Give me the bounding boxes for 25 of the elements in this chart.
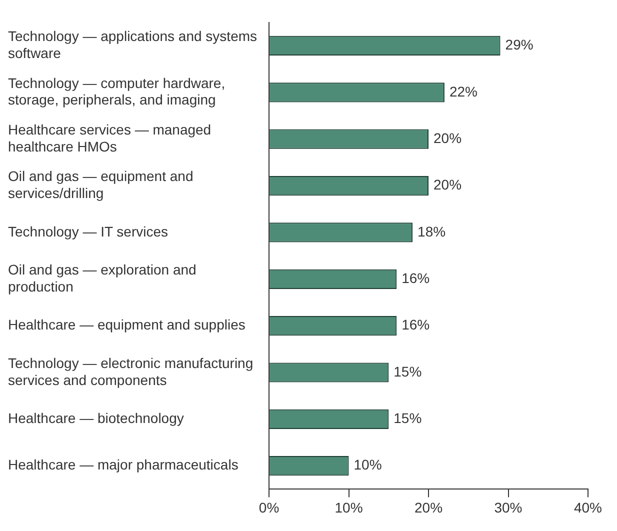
x-tick-label: 10% [334,499,363,516]
y-tick-label: Technology — IT services [8,223,168,240]
data-label: 20% [434,130,462,146]
y-tick-label: Healthcare — equipment and supplies [8,316,246,333]
data-label: 20% [434,176,462,193]
y-tick-label: Healthcare — biotechnology [8,410,184,426]
data-label: 29% [505,36,534,53]
data-label: 18% [418,223,446,240]
y-tick-label: Oil and gas — exploration and production [8,262,196,294]
y-tick-label: Technology — applications and systems software [8,28,258,61]
data-label: 15% [394,410,422,426]
y-tick-label: Technology — electronic manufacturing services and components [8,354,254,388]
y-tick-label: Healthcare — major pharmaceuticals [8,456,238,473]
x-tick-label: 40% [574,499,602,516]
data-label: 16% [402,270,430,286]
y-tick-label: Healthcare services — managed healthcare HMOs [8,122,212,154]
data-label: 22% [449,83,478,100]
data-label: 10% [354,456,382,473]
data-label: 15% [394,363,422,380]
y-tick-label: Oil and gas — equipment and services/drilling [8,168,194,202]
y-tick-label: Technology — computer hardware, storage, peripherals, and imaging [8,74,226,108]
x-tick-label: 0% [258,499,280,516]
x-tick-label: 30% [494,499,522,516]
x-tick-label: 20% [414,499,443,516]
data-label: 16% [402,316,430,333]
